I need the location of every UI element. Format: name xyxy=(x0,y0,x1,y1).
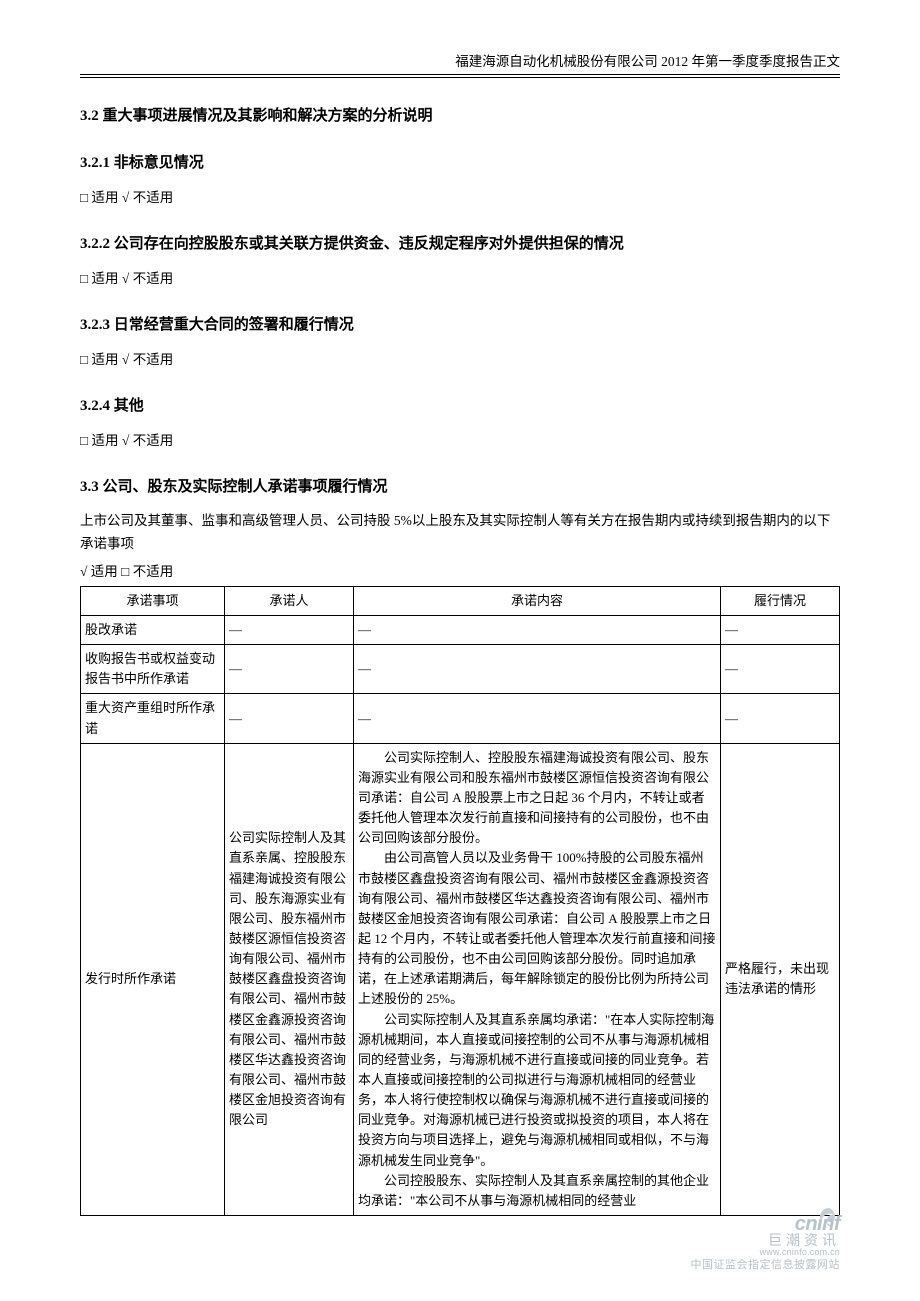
content-para-2: 由公司高管人员以及业务骨干 100%持股的公司股东福州市鼓楼区鑫盘投资咨询有限公… xyxy=(358,848,716,1009)
cell-content: 公司实际控制人、控股股东福建海诚投资有限公司、股东海源实业有限公司和股东福州市鼓… xyxy=(354,743,721,1215)
table-header-row: 承诺事项 承诺人 承诺内容 履行情况 xyxy=(81,586,840,615)
cell-matter: 重大资产重组时所作承诺 xyxy=(81,694,225,743)
cell-status: 严格履行，未出现违法承诺的情形 xyxy=(721,743,840,1215)
content-para-3: 公司实际控制人及其直系亲属均承诺："在本人实际控制海源机械期间，本人直接或间接控… xyxy=(358,1010,716,1171)
header-rule-bottom xyxy=(80,77,840,78)
page-header: 福建海源自动化机械股份有限公司 2012 年第一季度季度报告正文 xyxy=(80,50,840,78)
document-page: 福建海源自动化机械股份有限公司 2012 年第一季度季度报告正文 3.2 重大事… xyxy=(0,0,920,1301)
cell-person: — xyxy=(225,694,354,743)
header-title: 福建海源自动化机械股份有限公司 2012 年第一季度季度报告正文 xyxy=(80,50,840,74)
table-row: 收购报告书或权益变动报告书中所作承诺 — — — xyxy=(81,645,840,694)
header-rule-top xyxy=(80,74,840,75)
logo-swirl-icon xyxy=(816,1205,842,1231)
th-status: 履行情况 xyxy=(721,586,840,615)
content-para-4: 公司控股股东、实际控制人及其直系亲属控制的其他企业均承诺："本公司不从事与海源机… xyxy=(358,1171,716,1211)
page-footer: 3 cninf 巨潮资讯 www.cninfo.com.cn 中国证监会指定信息… xyxy=(691,1209,841,1271)
table-row: 重大资产重组时所作承诺 — — — xyxy=(81,694,840,743)
heading-3-3: 3.3 公司、股东及实际控制人承诺事项履行情况 xyxy=(80,475,840,496)
applicable-check-3-2-4: □ 适用 √ 不适用 xyxy=(80,429,840,449)
heading-3-2-1: 3.2.1 非标意见情况 xyxy=(80,151,840,172)
th-matter: 承诺事项 xyxy=(81,586,225,615)
cell-status: — xyxy=(721,616,840,645)
th-content: 承诺内容 xyxy=(354,586,721,615)
cell-content: — xyxy=(354,694,721,743)
cell-content: — xyxy=(354,616,721,645)
heading-3-2-3: 3.2.3 日常经营重大合同的签署和履行情况 xyxy=(80,313,840,334)
cell-person: 公司实际控制人及其直系亲属、控股股东福建海诚投资有限公司、股东海源实业有限公司、… xyxy=(225,743,354,1215)
applicable-check-3-2-2: □ 适用 √ 不适用 xyxy=(80,267,840,287)
cell-person: — xyxy=(225,645,354,694)
applicable-check-3-3: √ 适用 □ 不适用 xyxy=(80,560,840,580)
content-para-1: 公司实际控制人、控股股东福建海诚投资有限公司、股东海源实业有限公司和股东福州市鼓… xyxy=(358,748,716,849)
heading-3-2-2: 3.2.2 公司存在向控股股东或其关联方提供资金、违反规定程序对外提供担保的情况 xyxy=(80,232,840,253)
table-row: 发行时所作承诺 公司实际控制人及其直系亲属、控股股东福建海诚投资有限公司、股东海… xyxy=(81,743,840,1215)
commitment-table: 承诺事项 承诺人 承诺内容 履行情况 股改承诺 — — — 收购报告书或权益变动… xyxy=(80,586,840,1216)
logo-text-desc: 中国证监会指定信息披露网站 xyxy=(691,1259,841,1271)
cell-content: — xyxy=(354,645,721,694)
cell-status: — xyxy=(721,645,840,694)
th-person: 承诺人 xyxy=(225,586,354,615)
heading-3-2: 3.2 重大事项进展情况及其影响和解决方案的分析说明 xyxy=(80,104,840,125)
cell-matter: 发行时所作承诺 xyxy=(81,743,225,1215)
intro-3-3: 上市公司及其董事、监事和高级管理人员、公司持股 5%以上股东及其实际控制人等有关… xyxy=(80,510,840,556)
cninfo-logo: 3 cninf 巨潮资讯 www.cninfo.com.cn 中国证监会指定信息… xyxy=(691,1209,841,1271)
applicable-check-3-2-1: □ 适用 √ 不适用 xyxy=(80,186,840,206)
applicable-check-3-2-3: □ 适用 √ 不适用 xyxy=(80,348,840,368)
logo-text-url: www.cninfo.com.cn xyxy=(691,1248,841,1258)
table-row: 股改承诺 — — — xyxy=(81,616,840,645)
cell-status: — xyxy=(721,694,840,743)
cell-person: — xyxy=(225,616,354,645)
cell-matter: 收购报告书或权益变动报告书中所作承诺 xyxy=(81,645,225,694)
logo-text-cn: 巨潮资讯 xyxy=(691,1233,841,1248)
heading-3-2-4: 3.2.4 其他 xyxy=(80,394,840,415)
cell-matter: 股改承诺 xyxy=(81,616,225,645)
